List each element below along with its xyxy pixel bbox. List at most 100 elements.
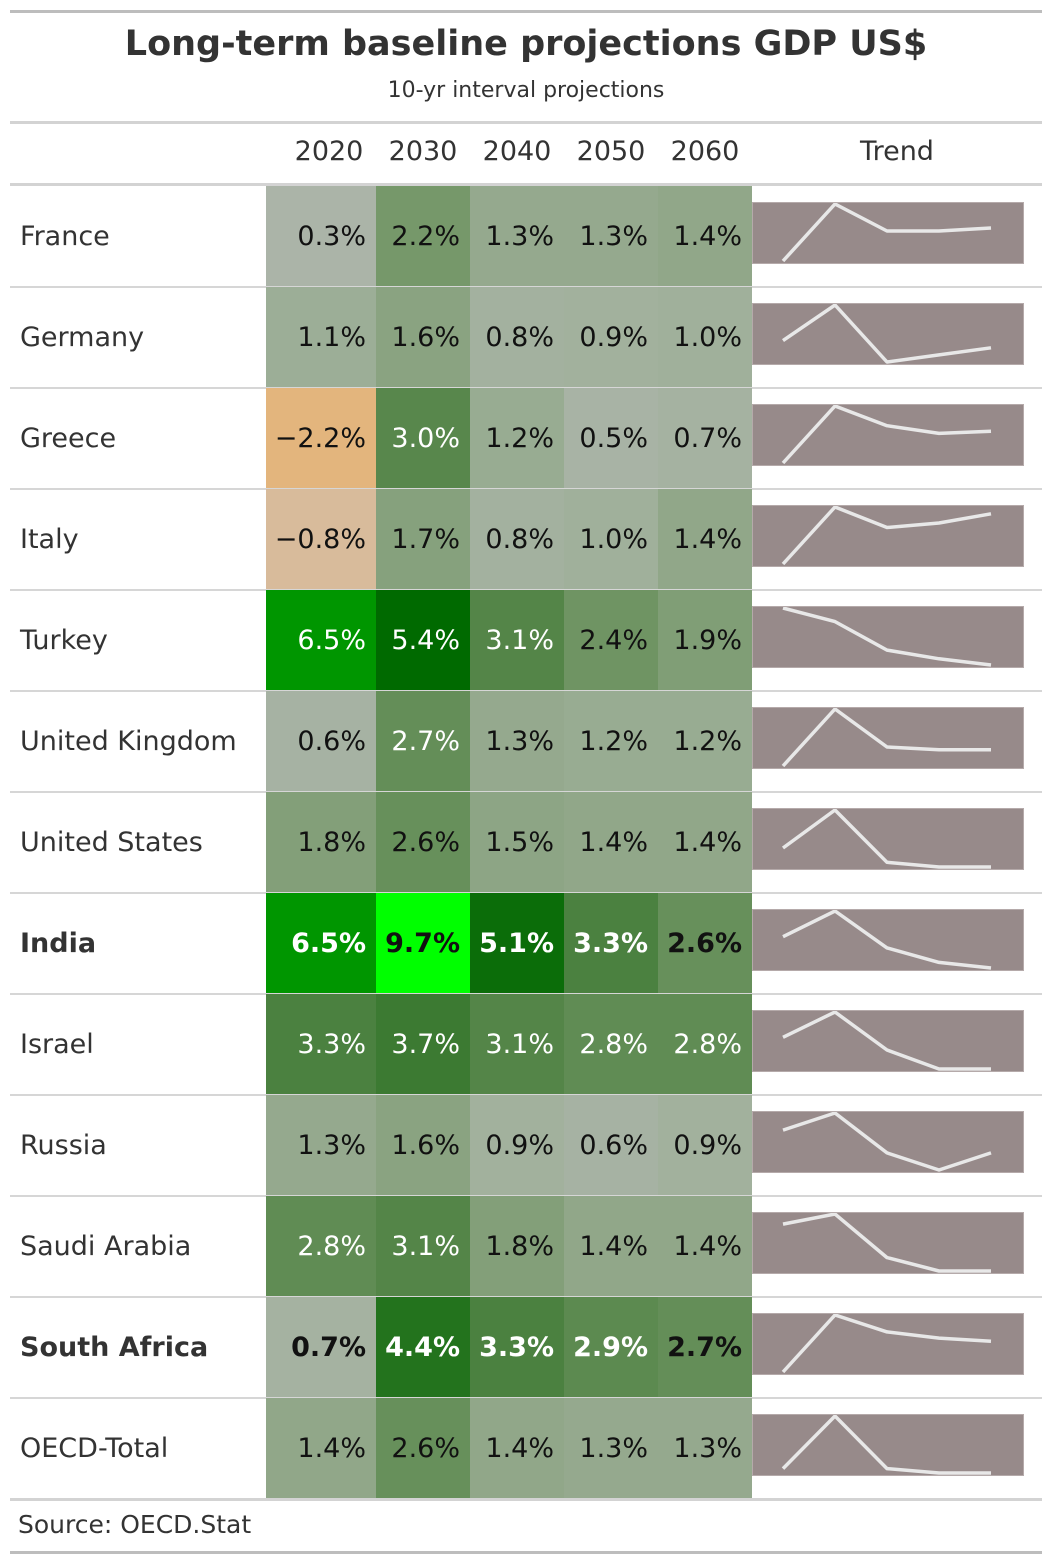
trend-line: [782, 1010, 991, 1071]
value-cell-2030: 4.4%: [376, 1297, 470, 1398]
value-cell-2030: 1.6%: [376, 287, 470, 388]
trend-sparkline: [752, 707, 1024, 769]
table-row: Israel 3.3% 3.7% 3.1% 2.8% 2.8%: [0, 994, 1032, 1095]
country-label: Greece: [20, 423, 117, 454]
value-cell-2060: 1.2%: [658, 691, 752, 792]
trend-line: [781, 202, 992, 263]
value-cell-2030: 3.1%: [376, 1196, 470, 1297]
bottom-rule: [10, 1551, 1042, 1554]
value-cell-2040: 0.8%: [470, 489, 564, 590]
table-row: Turkey 6.5% 5.4% 3.1% 2.4% 1.9%: [0, 590, 1032, 691]
trend-line: [782, 1111, 992, 1172]
trend-line: [782, 909, 992, 970]
value-cell-2060: 2.6%: [658, 893, 752, 994]
value-cell-2050: 1.3%: [564, 186, 658, 287]
trend-line: [782, 606, 992, 667]
trend-sparkline: [752, 505, 1024, 567]
value-cell-2030: 1.6%: [376, 1095, 470, 1196]
trend-sparkline: [752, 404, 1024, 466]
trend-line: [781, 404, 992, 465]
country-label: Saudi Arabia: [20, 1231, 192, 1262]
value-cell-2020: 1.3%: [266, 1095, 376, 1196]
table-row: Saudi Arabia 2.8% 3.1% 1.8% 1.4% 1.4%: [0, 1196, 1032, 1297]
country-label: Italy: [20, 524, 79, 555]
trend-sparkline: [752, 808, 1024, 870]
table-row: India 6.5% 9.7% 5.1% 3.3% 2.6%: [0, 893, 1032, 994]
trend-sparkline: [752, 1010, 1024, 1072]
value-cell-2050: 0.5%: [564, 388, 658, 489]
trend-sparkline: [752, 1414, 1024, 1476]
value-cell-2060: 1.4%: [658, 186, 752, 287]
value-cell-2060: 0.9%: [658, 1095, 752, 1196]
value-cell-2050: 1.0%: [564, 489, 658, 590]
value-cell-2030: 3.0%: [376, 388, 470, 489]
trend-line: [781, 707, 991, 768]
value-cell-2040: 1.3%: [470, 691, 564, 792]
value-cell-2040: 3.1%: [470, 994, 564, 1095]
country-label: Germany: [20, 322, 145, 353]
value-cell-2060: 2.7%: [658, 1297, 752, 1398]
table-row: United States 1.8% 2.6% 1.5% 1.4% 1.4%: [0, 792, 1032, 893]
header-bottom-rule: [10, 183, 1042, 186]
value-cell-2050: 0.6%: [564, 1095, 658, 1196]
trend-line: [781, 808, 991, 869]
country-label: United States: [20, 827, 203, 858]
chart-title: Long-term baseline projections GDP US$: [124, 24, 928, 64]
value-cell-2020: 1.1%: [266, 287, 376, 388]
value-cell-2020: 6.5%: [266, 590, 376, 691]
country-label: India: [20, 928, 97, 959]
value-cell-2030: 2.6%: [376, 792, 470, 893]
column-header-2030: 2030: [388, 136, 458, 167]
table-bottom-rule: [10, 1498, 1042, 1501]
value-cell-2040: 5.1%: [470, 893, 564, 994]
value-cell-2050: 1.3%: [564, 1398, 658, 1499]
value-cell-2040: 1.5%: [470, 792, 564, 893]
table-row: United Kingdom 0.6% 2.7% 1.3% 1.2% 1.2%: [0, 691, 1032, 792]
value-cell-2030: 2.6%: [376, 1398, 470, 1499]
value-cell-2030: 2.7%: [376, 691, 470, 792]
value-cell-2020: 0.7%: [266, 1297, 376, 1398]
trend-sparkline: [752, 1212, 1024, 1274]
value-cell-2040: 1.4%: [470, 1398, 564, 1499]
table-row: Greece −2.2% 3.0% 1.2% 0.5% 0.7%: [0, 388, 1032, 489]
value-cell-2020: 6.5%: [266, 893, 376, 994]
value-cell-2040: 1.8%: [470, 1196, 564, 1297]
trend-sparkline: [752, 606, 1024, 668]
table-row: France 0.3% 2.2% 1.3% 1.3% 1.4%: [0, 186, 1032, 287]
table-row: South Africa 0.7% 4.4% 3.3% 2.9% 2.7%: [0, 1297, 1032, 1398]
country-label: South Africa: [20, 1332, 209, 1363]
top-rule: [10, 10, 1042, 13]
column-header-2060: 2060: [670, 136, 740, 167]
table-row: Italy −0.8% 1.7% 0.8% 1.0% 1.4%: [0, 489, 1032, 590]
value-cell-2060: 1.3%: [658, 1398, 752, 1499]
value-cell-2060: 1.4%: [658, 489, 752, 590]
value-cell-2020: 1.4%: [266, 1398, 376, 1499]
value-cell-2040: 3.3%: [470, 1297, 564, 1398]
table-row: Germany 1.1% 1.6% 0.8% 0.9% 1.0%: [0, 287, 1032, 388]
value-cell-2020: 1.8%: [266, 792, 376, 893]
trend-sparkline: [752, 202, 1024, 264]
value-cell-2060: 1.0%: [658, 287, 752, 388]
value-cell-2020: −2.2%: [266, 388, 376, 489]
value-cell-2020: 2.8%: [266, 1196, 376, 1297]
value-cell-2030: 2.2%: [376, 186, 470, 287]
trend-line: [781, 1313, 992, 1374]
value-cell-2020: 3.3%: [266, 994, 376, 1095]
value-cell-2060: 1.4%: [658, 1196, 752, 1297]
country-label: France: [20, 221, 110, 252]
table-row: Russia 1.3% 1.6% 0.9% 0.6% 0.9%: [0, 1095, 1032, 1196]
value-cell-2040: 1.3%: [470, 186, 564, 287]
value-cell-2020: 0.3%: [266, 186, 376, 287]
trend-line: [781, 505, 992, 566]
column-header-2040: 2040: [482, 136, 552, 167]
value-cell-2020: 0.6%: [266, 691, 376, 792]
trend-line: [782, 303, 992, 364]
column-header-2020: 2020: [294, 136, 364, 167]
trend-sparkline: [752, 303, 1024, 365]
trend-line: [782, 1212, 991, 1273]
value-cell-2040: 0.8%: [470, 287, 564, 388]
value-cell-2050: 1.4%: [564, 1196, 658, 1297]
value-cell-2030: 9.7%: [376, 893, 470, 994]
value-cell-2020: −0.8%: [266, 489, 376, 590]
